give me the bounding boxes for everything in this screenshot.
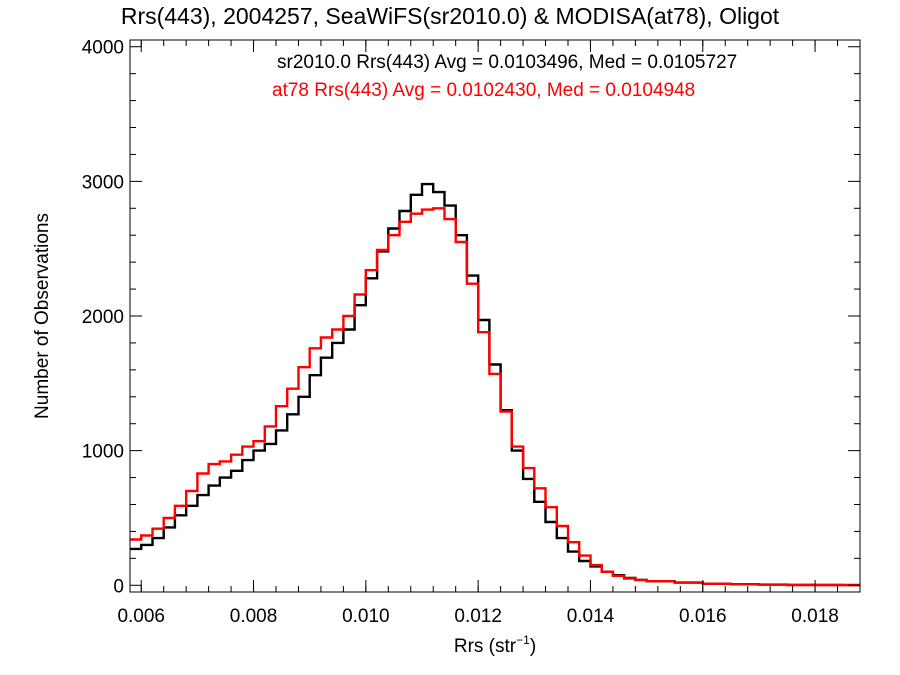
legend-entry-red: at78 Rrs(443) Avg = 0.0102430, Med = 0.0… — [272, 80, 695, 101]
y-tick-label: 3000 — [82, 172, 124, 193]
x-tick-label: 0.012 — [454, 606, 502, 627]
y-tick-label: 1000 — [82, 442, 124, 463]
x-tick-label: 0.008 — [230, 606, 278, 627]
plot-frame — [129, 39, 861, 593]
ticks-layer: 0.006 0.008 0.010 0.012 0.014 0.016 0.018 0 1000… — [82, 38, 861, 627]
y-tick-label: 2000 — [82, 307, 124, 328]
legend-entry-black: sr2010.0 Rrs(443) Avg = 0.0103496, Med =… — [277, 52, 737, 73]
x-tick-label: 0.010 — [342, 606, 390, 627]
chart-title: Rrs(443), 2004257, SeaWiFS(sr2010.0) & M… — [121, 3, 780, 29]
x-axis-label-base: Rrs (str — [454, 636, 517, 657]
series-line-red — [130, 207, 860, 587]
x-tick-label: 0.006 — [117, 606, 165, 627]
x-tick-label: 0.016 — [679, 606, 727, 627]
y-tick-label: 0 — [113, 576, 124, 597]
series-line-black — [130, 182, 860, 587]
x-axis-label: Rrs (str−1) — [454, 633, 536, 657]
y-axis-label: Number of Observations — [32, 213, 53, 419]
series-layer — [130, 182, 860, 587]
x-tick-label: 0.014 — [567, 606, 615, 627]
x-axis-label-sup: −1 — [516, 633, 530, 647]
x-tick-label: 0.018 — [791, 606, 839, 627]
x-axis-label-close: ) — [530, 636, 536, 657]
y-tick-label: 4000 — [82, 38, 124, 59]
